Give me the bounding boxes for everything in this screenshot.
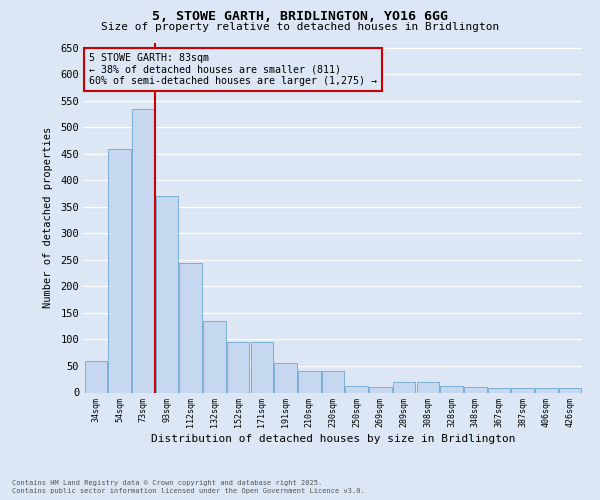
Bar: [559, 388, 581, 392]
Bar: [85, 360, 107, 392]
Text: 5 STOWE GARTH: 83sqm
← 38% of detached houses are smaller (811)
60% of semi-deta: 5 STOWE GARTH: 83sqm ← 38% of detached h…: [89, 53, 377, 86]
Bar: [251, 342, 273, 392]
Bar: [322, 372, 344, 392]
Bar: [156, 196, 178, 392]
Bar: [298, 372, 320, 392]
Bar: [535, 388, 557, 392]
Text: 5, STOWE GARTH, BRIDLINGTON, YO16 6GG: 5, STOWE GARTH, BRIDLINGTON, YO16 6GG: [152, 10, 448, 23]
Bar: [440, 386, 463, 392]
Bar: [393, 382, 415, 392]
Bar: [179, 262, 202, 392]
X-axis label: Distribution of detached houses by size in Bridlington: Distribution of detached houses by size …: [151, 434, 515, 444]
Bar: [203, 321, 226, 392]
Bar: [464, 387, 487, 392]
Text: Contains HM Land Registry data © Crown copyright and database right 2025.: Contains HM Land Registry data © Crown c…: [12, 480, 322, 486]
Bar: [511, 388, 534, 392]
Bar: [369, 387, 392, 392]
Bar: [488, 388, 510, 392]
Y-axis label: Number of detached properties: Number of detached properties: [43, 127, 53, 308]
Bar: [346, 386, 368, 392]
Text: Size of property relative to detached houses in Bridlington: Size of property relative to detached ho…: [101, 22, 499, 32]
Bar: [109, 148, 131, 392]
Bar: [416, 382, 439, 392]
Text: Contains public sector information licensed under the Open Government Licence v3: Contains public sector information licen…: [12, 488, 365, 494]
Bar: [132, 109, 155, 393]
Bar: [274, 364, 297, 392]
Bar: [227, 342, 250, 392]
